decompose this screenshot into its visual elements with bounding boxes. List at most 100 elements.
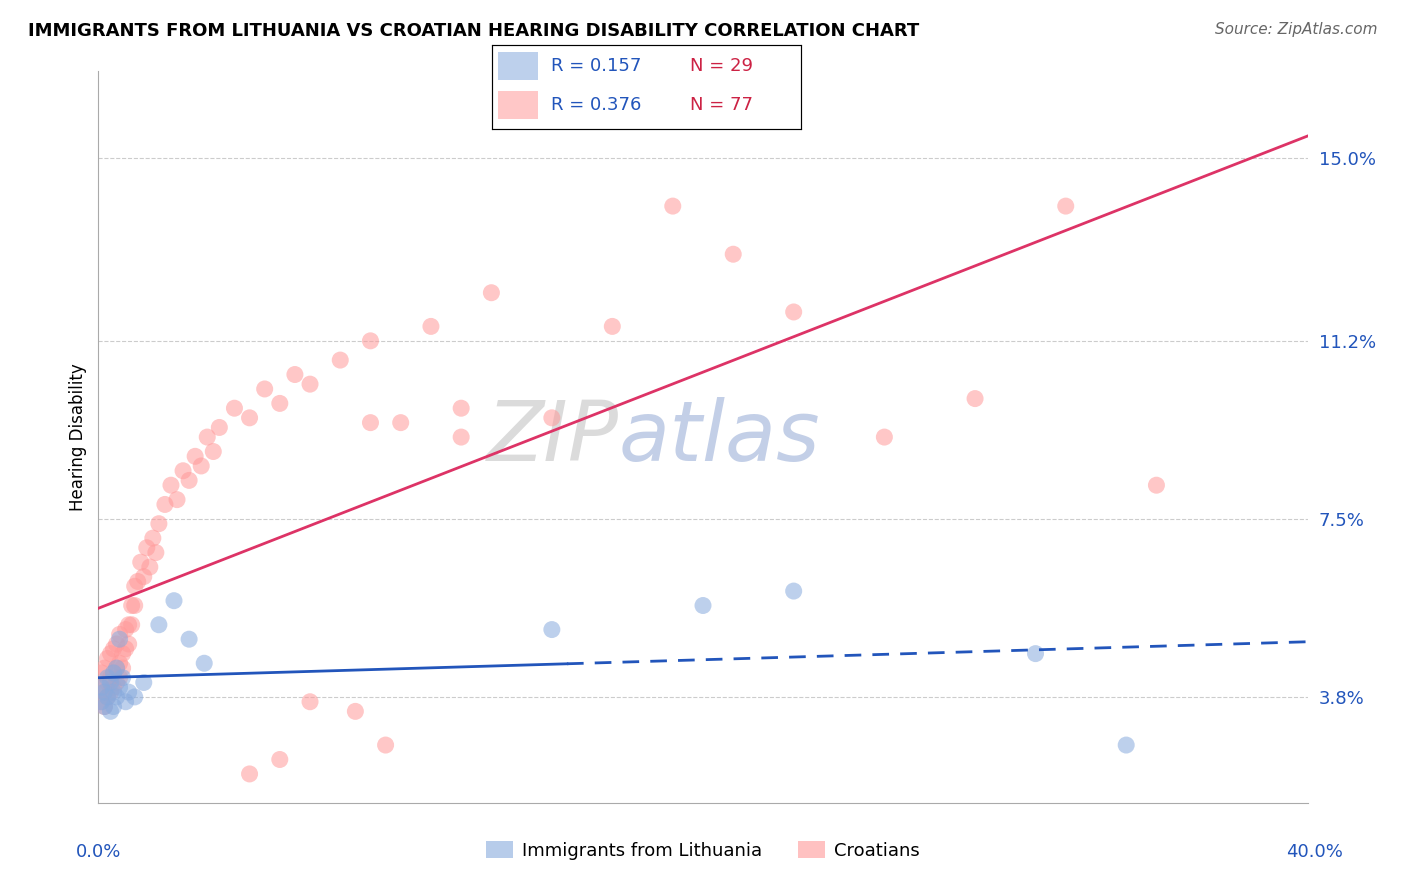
Point [783, 305, 806, 319]
Point [329, 353, 352, 368]
Point [96, 690, 118, 704]
Point [208, 420, 231, 434]
Point [239, 410, 262, 425]
Point [132, 569, 155, 583]
Point [184, 450, 207, 464]
Text: R = 0.157: R = 0.157 [551, 57, 641, 75]
Point [114, 641, 136, 656]
Point [96, 675, 118, 690]
Point [114, 695, 136, 709]
Point [118, 617, 141, 632]
Point [420, 319, 443, 334]
Text: N = 77: N = 77 [690, 96, 754, 114]
Point [166, 492, 188, 507]
Point [389, 416, 412, 430]
Point [103, 685, 125, 699]
Point [148, 617, 170, 632]
Point [105, 661, 128, 675]
Text: N = 29: N = 29 [690, 57, 754, 75]
Text: 40.0%: 40.0% [1286, 843, 1343, 861]
Point [145, 545, 167, 559]
Point [100, 685, 122, 699]
Point [269, 752, 291, 766]
Point [90, 665, 112, 680]
Point [90, 695, 112, 709]
Point [602, 319, 624, 334]
Point [127, 574, 149, 589]
Point [103, 665, 125, 680]
Point [142, 531, 165, 545]
Point [121, 617, 143, 632]
Point [108, 671, 131, 685]
Point [96, 671, 118, 685]
Point [93, 699, 115, 714]
Point [118, 685, 141, 699]
Point [965, 392, 987, 406]
Point [100, 647, 122, 661]
Point [153, 498, 176, 512]
Point [873, 430, 896, 444]
Point [692, 599, 714, 613]
Point [103, 681, 125, 695]
Point [105, 661, 128, 675]
Point [360, 416, 382, 430]
Point [450, 430, 472, 444]
Point [179, 474, 201, 488]
Point [344, 705, 367, 719]
Point [118, 637, 141, 651]
Point [163, 593, 186, 607]
Point [139, 560, 162, 574]
Point [114, 623, 136, 637]
Point [96, 651, 118, 665]
Point [93, 661, 115, 675]
Point [124, 690, 146, 704]
Point [111, 661, 134, 675]
Point [179, 632, 201, 647]
Point [135, 541, 157, 555]
Point [1024, 647, 1046, 661]
Point [190, 458, 212, 473]
Point [108, 657, 131, 671]
Point [108, 681, 131, 695]
Point [360, 334, 382, 348]
Point [284, 368, 307, 382]
Point [195, 430, 218, 444]
Point [111, 647, 134, 661]
Point [172, 464, 194, 478]
Legend: Immigrants from Lithuania, Croatians: Immigrants from Lithuania, Croatians [478, 834, 928, 867]
Point [481, 285, 503, 300]
Point [93, 685, 115, 699]
Point [90, 681, 112, 695]
Text: Source: ZipAtlas.com: Source: ZipAtlas.com [1215, 22, 1378, 37]
Point [193, 657, 215, 671]
Point [90, 681, 112, 695]
Point [269, 396, 291, 410]
Text: ZIP: ZIP [486, 397, 619, 477]
Y-axis label: Hearing Disability: Hearing Disability [69, 363, 87, 511]
Point [121, 599, 143, 613]
Bar [498, 91, 538, 120]
Point [93, 685, 115, 699]
Point [202, 444, 225, 458]
Point [132, 675, 155, 690]
Point [1115, 738, 1137, 752]
Text: IMMIGRANTS FROM LITHUANIA VS CROATIAN HEARING DISABILITY CORRELATION CHART: IMMIGRANTS FROM LITHUANIA VS CROATIAN HE… [28, 22, 920, 40]
Point [103, 699, 125, 714]
Point [100, 671, 122, 685]
Point [129, 555, 152, 569]
Point [450, 401, 472, 416]
Point [783, 584, 806, 599]
Point [108, 632, 131, 647]
Point [160, 478, 183, 492]
Point [299, 377, 322, 392]
Point [100, 675, 122, 690]
Point [540, 623, 562, 637]
Point [100, 705, 122, 719]
Point [1144, 478, 1167, 492]
Point [1054, 199, 1077, 213]
Point [105, 675, 128, 690]
Point [253, 382, 276, 396]
Text: atlas: atlas [619, 397, 820, 477]
Point [540, 410, 562, 425]
Point [105, 637, 128, 651]
